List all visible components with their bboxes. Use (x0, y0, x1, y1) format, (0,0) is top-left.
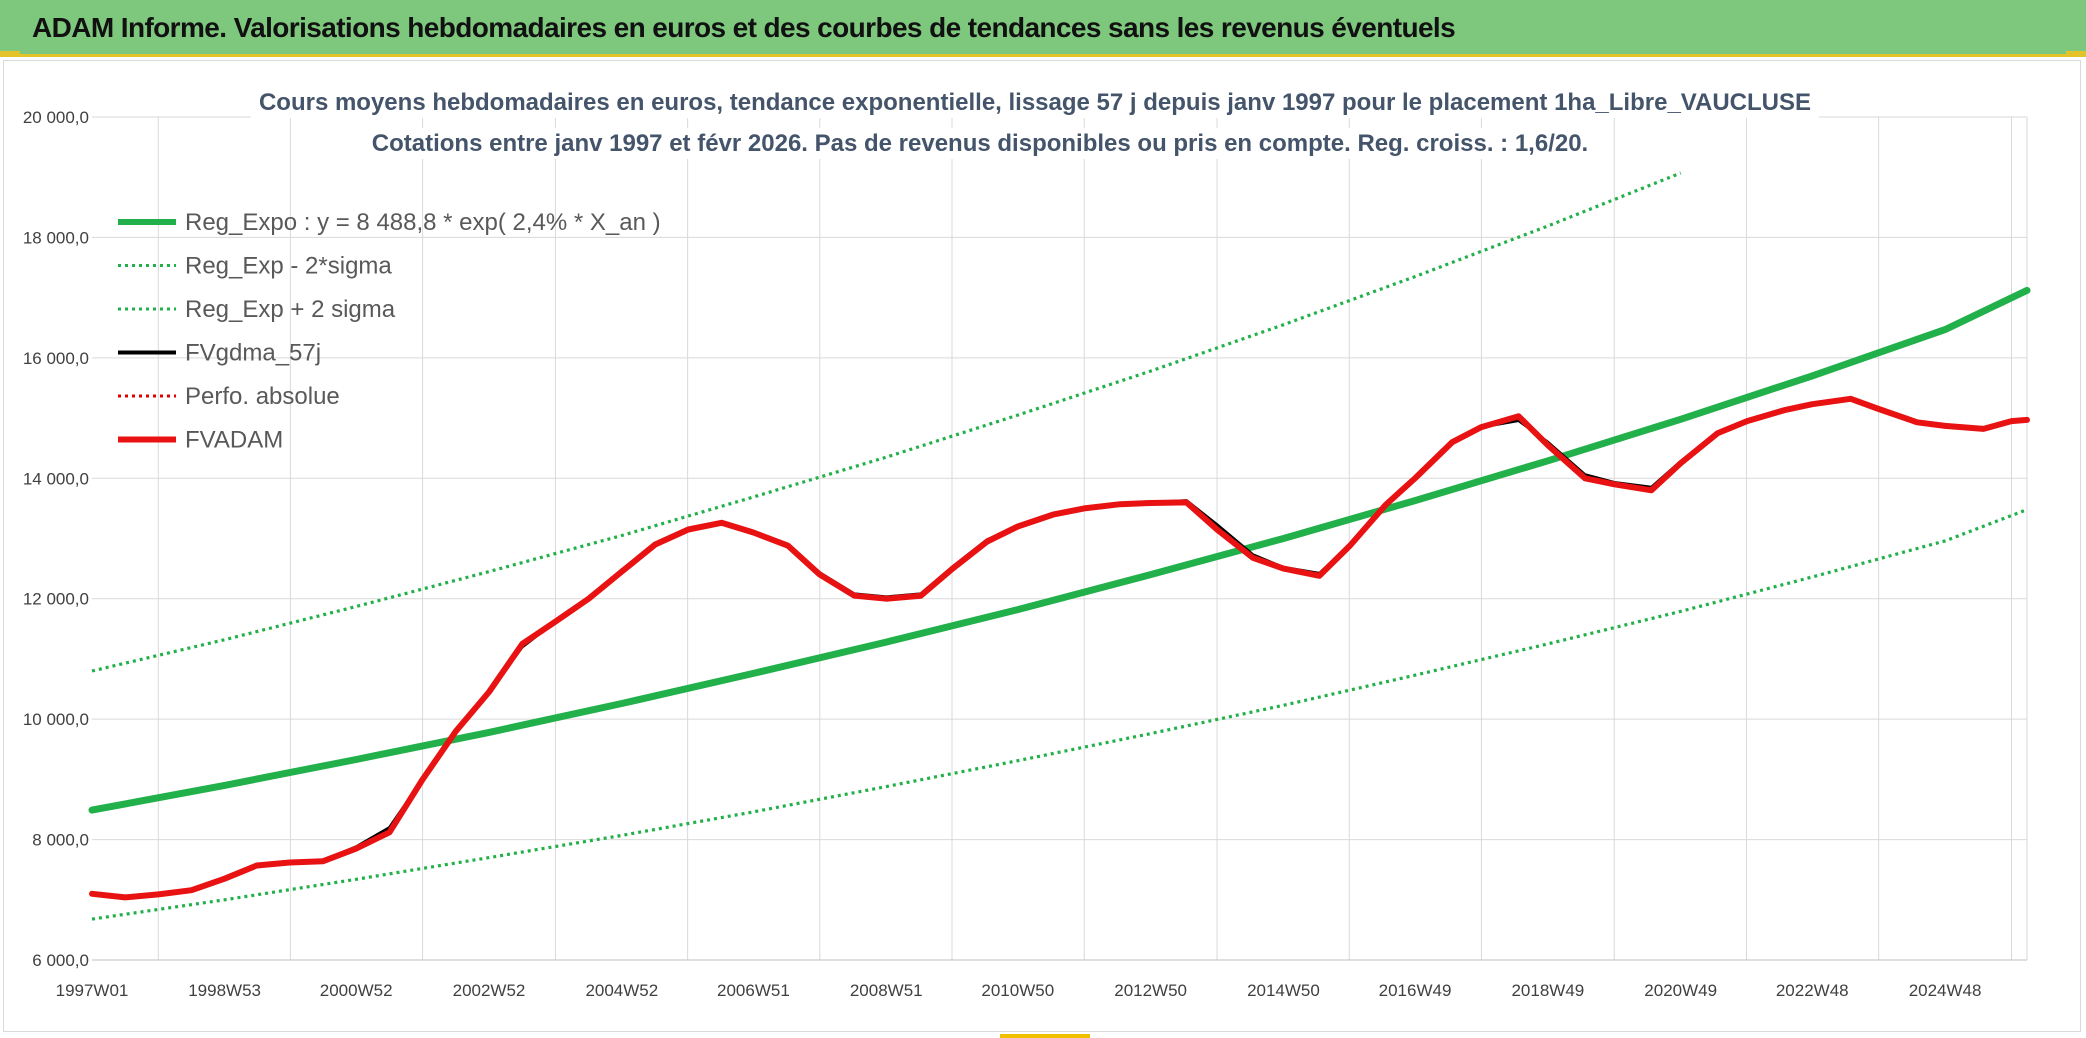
legend-label: Reg_Exp - 2*sigma (185, 253, 392, 280)
y-axis: 6 000,0 8 000,0 10 000,0 12 000,0 14 000,0 16… (23, 108, 89, 970)
legend-label: Reg_Expo : y = 8 488,8 * exp( 2,4% * X_a… (185, 209, 661, 236)
y-tick-label: 20 000,0 (23, 108, 89, 127)
legend-entry[interactable]: Reg_Exp - 2*sigma (118, 253, 392, 280)
sheet-tab-marker (1000, 1034, 1090, 1038)
y-tick-label: 18 000,0 (23, 228, 89, 247)
x-tick-label: 1998W53 (188, 981, 261, 1000)
chart-subtitle: Cotations entre janv 1997 et févr 2026. … (372, 130, 1588, 157)
x-tick-label: 2014W50 (1247, 981, 1320, 1000)
x-tick-label: 2012W50 (1114, 981, 1187, 1000)
x-tick-label: 2008W51 (850, 981, 923, 1000)
series-line-0 (88, 286, 2031, 814)
legend-label: Reg_Exp + 2 sigma (185, 296, 396, 323)
x-tick-label: 2024W48 (1909, 981, 1982, 1000)
y-tick-label: 6 000,0 (32, 951, 89, 970)
legend-label: FVADAM (185, 427, 283, 454)
y-tick-label: 14 000,0 (23, 469, 89, 488)
series-line-2 (91, 171, 1682, 673)
title-backdrop (250, 87, 1820, 159)
x-tick-label: 2006W51 (717, 981, 790, 1000)
legend-entry[interactable]: Reg_Exp + 2 sigma (118, 296, 396, 323)
legend-entry[interactable]: Reg_Expo : y = 8 488,8 * exp( 2,4% * X_a… (118, 209, 661, 236)
header-corner-left (0, 51, 20, 57)
x-tick-label: 2016W49 (1379, 981, 1452, 1000)
legend-entry[interactable]: Perfo. absolue (118, 383, 340, 410)
header-bar: ADAM Informe. Valorisations hebdomadaire… (0, 0, 2086, 57)
title-mask (250, 87, 1820, 118)
series-line-5 (89, 395, 2030, 901)
x-tick-label: 2004W52 (585, 981, 658, 1000)
y-tick-label: 8 000,0 (32, 831, 89, 850)
report-title: ADAM Informe. Valorisations hebdomadaire… (32, 12, 1456, 43)
x-tick-label: 2010W50 (981, 981, 1054, 1000)
y-tick-label: 10 000,0 (23, 710, 89, 729)
series-layer (88, 171, 2031, 921)
series-line-3 (90, 396, 2029, 899)
legend-entry[interactable]: FVgdma_57j (118, 340, 321, 367)
y-tick-label: 16 000,0 (23, 349, 89, 368)
series-line-1 (91, 508, 2028, 921)
chart-title: Cours moyens hebdomadaires en euros, ten… (259, 89, 1811, 116)
x-tick-label: 2018W49 (1511, 981, 1584, 1000)
legend-label: FVgdma_57j (185, 340, 321, 367)
legend-label: Perfo. absolue (185, 383, 340, 410)
x-tick-label: 2022W48 (1776, 981, 1849, 1000)
legend-entry[interactable]: FVADAM (118, 427, 283, 454)
x-tick-label: 1997W01 (56, 981, 129, 1000)
x-tick-label: 2002W52 (453, 981, 526, 1000)
chart-frame (3, 60, 2081, 1032)
grid (92, 116, 2028, 961)
title-mask (363, 128, 1597, 159)
y-tick-label: 12 000,0 (23, 590, 89, 609)
legend[interactable]: Reg_Expo : y = 8 488,8 * exp( 2,4% * X_a… (118, 209, 661, 454)
x-tick-label: 2020W49 (1644, 981, 1717, 1000)
x-axis: 1997W01 1998W53 2000W52 2002W52 2004W52 2006W… (56, 959, 2027, 1000)
header-corner-right (2066, 51, 2086, 57)
x-tick-label: 2000W52 (320, 981, 393, 1000)
